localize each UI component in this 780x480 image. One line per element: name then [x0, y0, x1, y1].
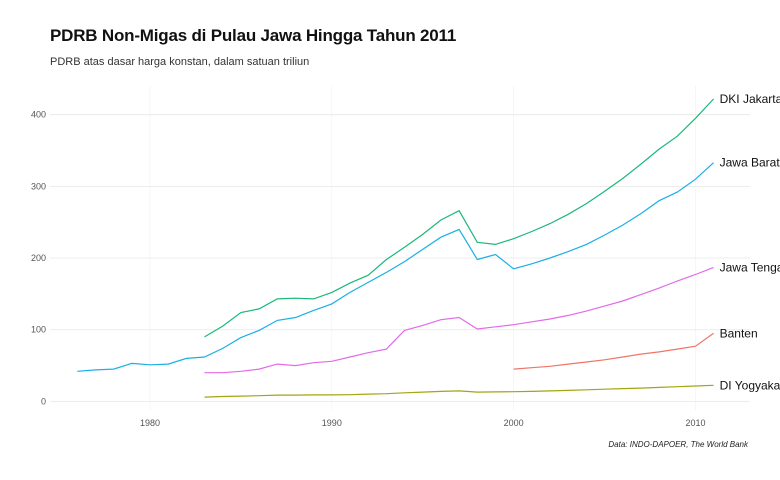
series-label: DI Yogyakarta [720, 378, 780, 392]
series-label: DKI Jakarta [720, 92, 780, 106]
x-tick-label: 2010 [685, 418, 705, 428]
series-line [204, 266, 714, 374]
series-line [77, 162, 715, 372]
series-label: Jawa Tengah [720, 260, 780, 274]
chart-subtitle: PDRB atas dasar harga konstan, dalam sat… [50, 56, 310, 68]
y-tick-label: 400 [31, 110, 46, 120]
x-tick-label: 1990 [322, 418, 342, 428]
y-tick-label: 100 [31, 325, 46, 335]
series-line [513, 332, 714, 370]
x-tick-label: 1980 [140, 418, 160, 428]
series-label: Jawa Barat [720, 156, 780, 170]
y-tick-label: 200 [31, 253, 46, 263]
chart-caption: Data: INDO-DAPOER, The World Bank [608, 440, 748, 449]
series-line [204, 384, 714, 398]
chart-title: PDRB Non-Migas di Pulau Jawa Hingga Tahu… [50, 26, 457, 45]
series-line [204, 98, 715, 338]
y-tick-label: 0 [41, 396, 46, 406]
series-label: Banten [720, 326, 758, 340]
x-tick-label: 2000 [504, 418, 524, 428]
y-tick-label: 300 [31, 181, 46, 191]
